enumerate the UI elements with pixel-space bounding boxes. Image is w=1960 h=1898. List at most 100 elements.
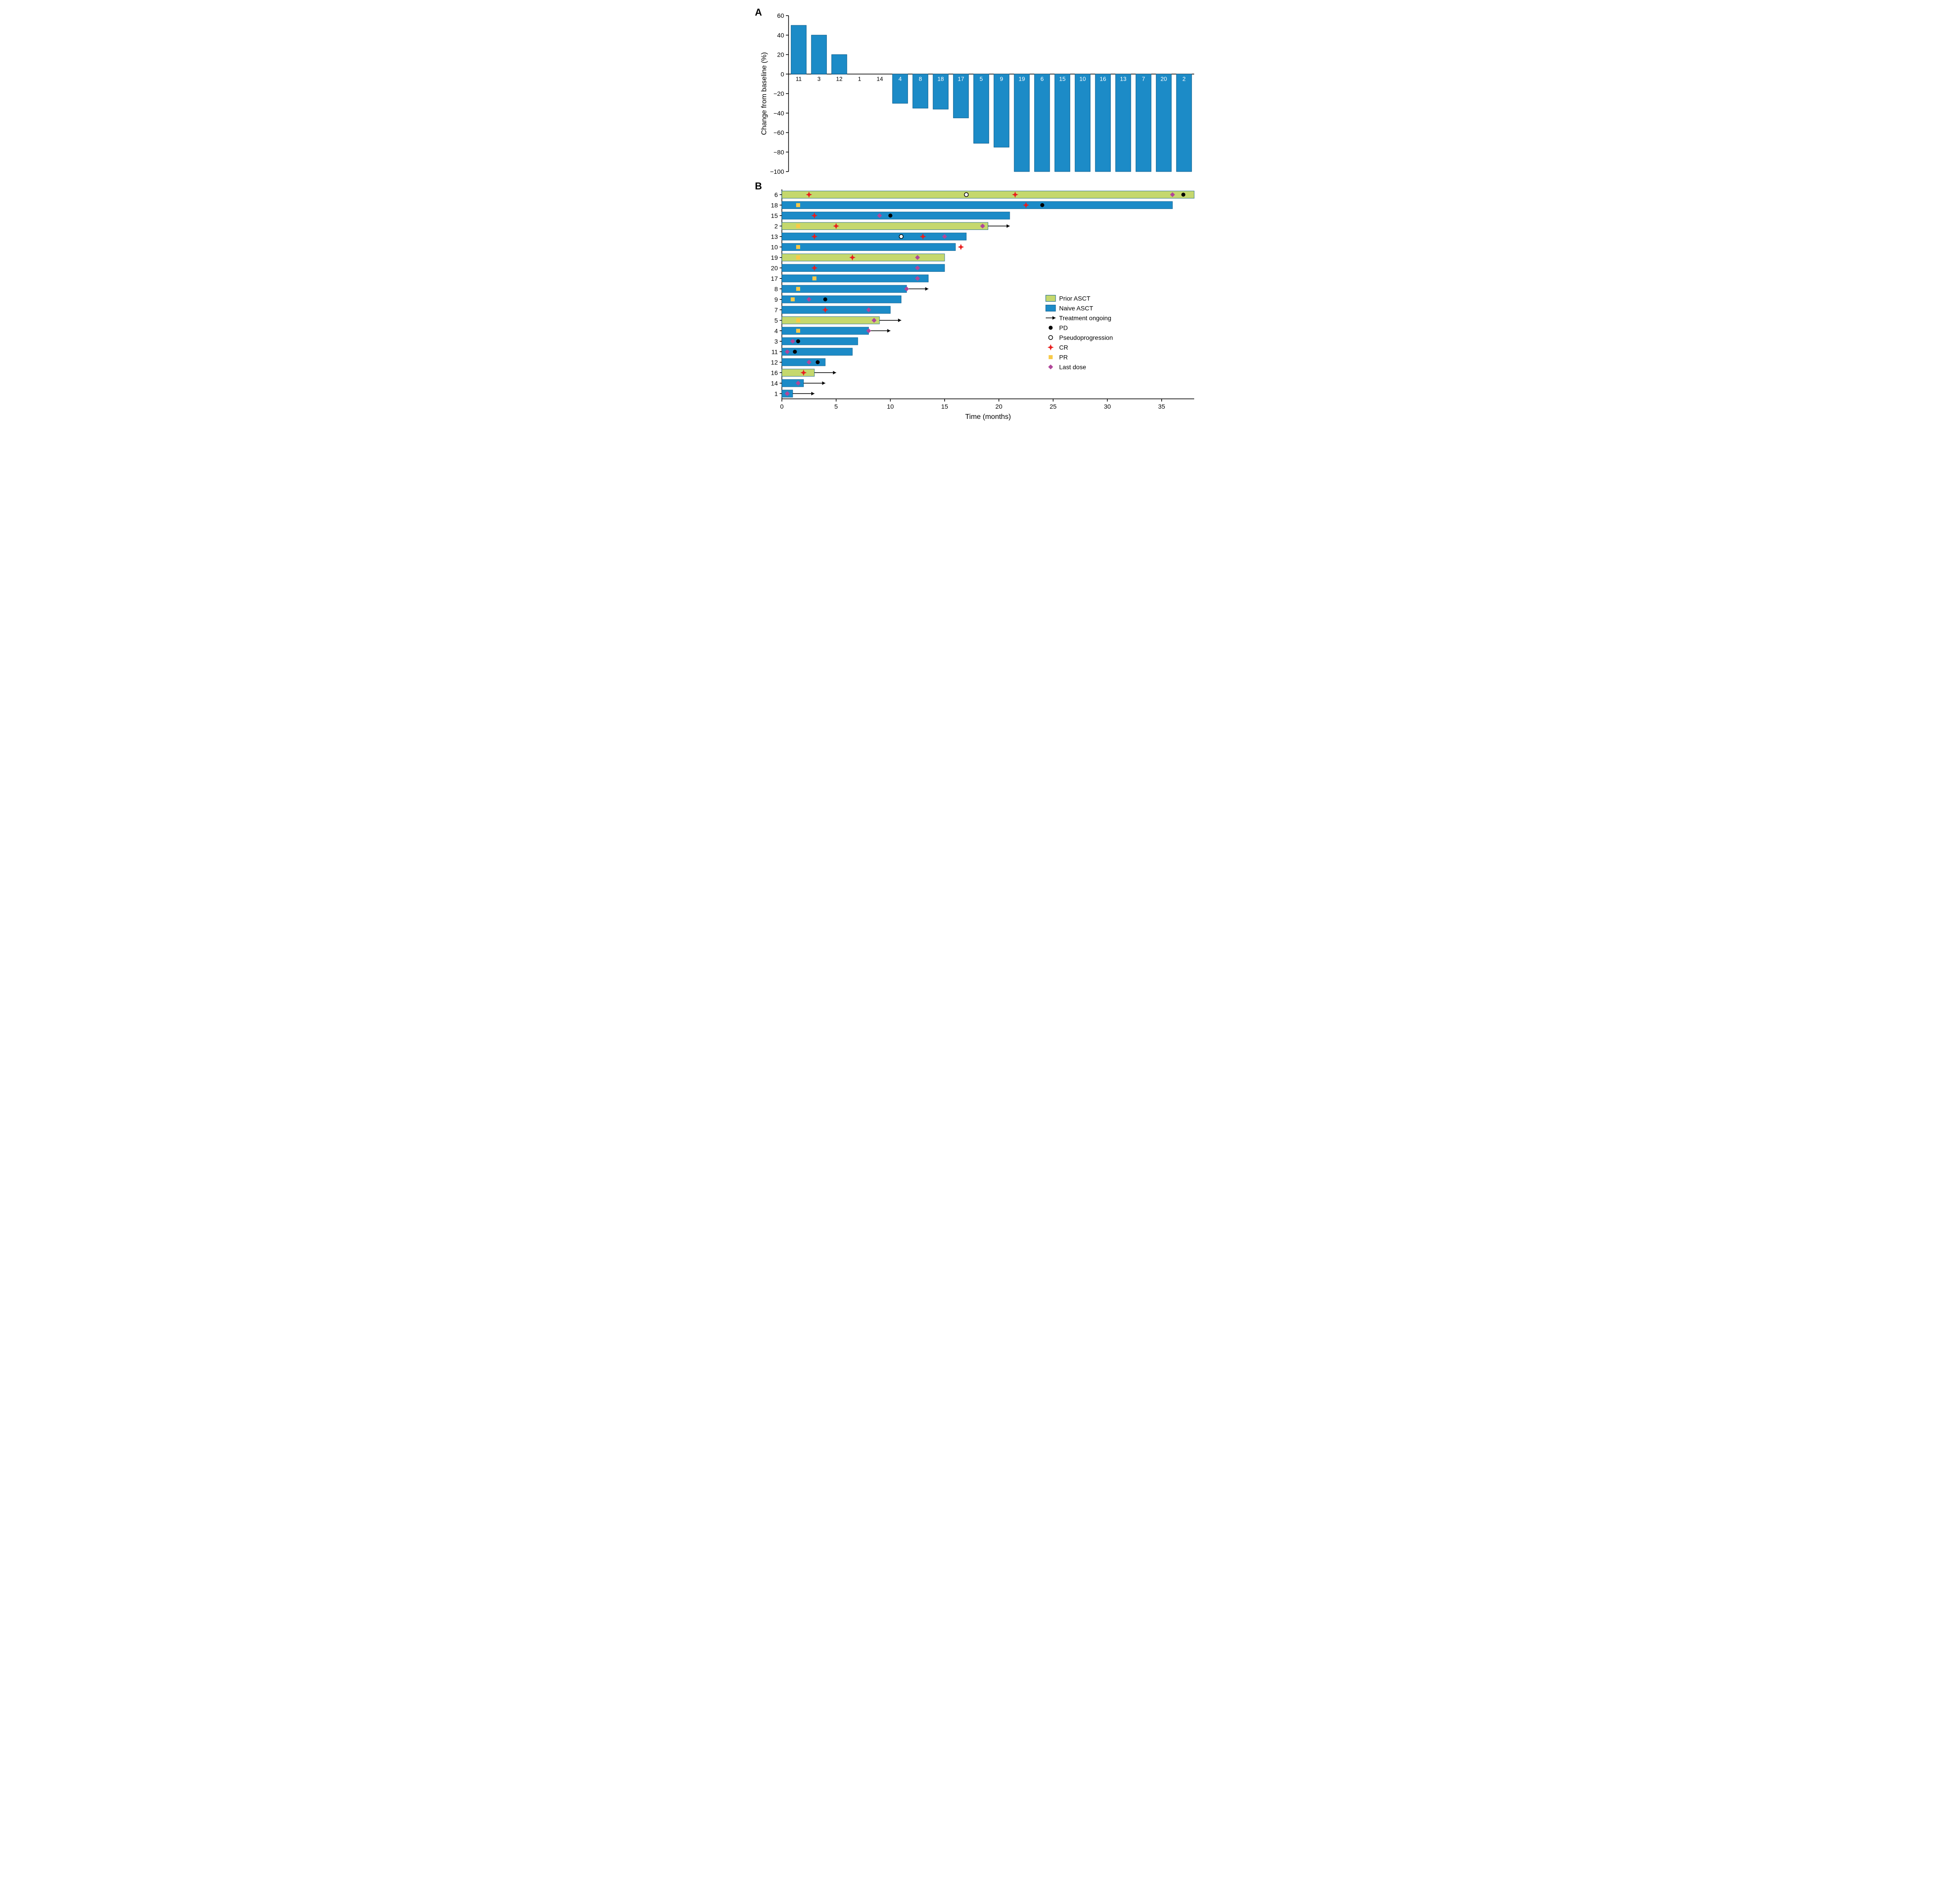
svg-text:0: 0: [781, 70, 784, 78]
pd-marker: [1181, 193, 1185, 197]
swimmer-bar: [782, 243, 955, 250]
bar-id-label: 14: [876, 75, 883, 82]
row-id-label: 7: [774, 306, 778, 313]
bar-id-label: 15: [1059, 75, 1065, 82]
bar-id-label: 20: [1160, 75, 1167, 82]
swimmer-bar: [782, 306, 890, 313]
svg-text:PD: PD: [1059, 324, 1068, 331]
svg-text:20: 20: [995, 403, 1003, 410]
row-id-label: 3: [774, 338, 778, 345]
bar-id-label: 9: [1000, 75, 1003, 82]
svg-text:−40: −40: [773, 110, 784, 117]
legend-pd: PD: [1048, 324, 1068, 331]
pd-marker: [823, 297, 827, 301]
bar: [1156, 74, 1171, 172]
pseudoprogression-marker: [899, 234, 903, 238]
panel-b-label: B: [755, 180, 762, 192]
pr-marker: [796, 203, 800, 207]
bar: [974, 74, 989, 143]
row-id-label: 12: [771, 359, 778, 366]
legend-last-dose: Last dose: [1048, 363, 1086, 370]
svg-text:25: 25: [1049, 403, 1056, 410]
bar-id-label: 5: [979, 75, 982, 82]
bar-id-label: 8: [919, 75, 922, 82]
svg-text:Change from baseline (%): Change from baseline (%): [760, 52, 768, 135]
legend-naive-asct: Naive ASCT: [1046, 304, 1093, 312]
bar: [831, 55, 846, 74]
svg-text:15: 15: [941, 403, 948, 410]
bar-id-label: 13: [1120, 75, 1126, 82]
row-id-label: 13: [771, 233, 778, 240]
row-id-label: 9: [774, 296, 778, 303]
bar: [1095, 74, 1110, 172]
pd-marker: [793, 350, 797, 354]
bar-id-label: 4: [898, 75, 901, 82]
panel-a-label: A: [755, 7, 762, 18]
svg-text:Last dose: Last dose: [1059, 363, 1086, 370]
svg-text:20: 20: [777, 51, 784, 58]
row-id-label: 2: [774, 222, 778, 230]
bar: [1136, 74, 1151, 172]
panel-a: A −100−80−60−40−200204060Change from bas…: [757, 9, 1203, 178]
bar: [1176, 74, 1192, 172]
bar-id-label: 19: [1019, 75, 1025, 82]
row-id-label: 16: [771, 369, 778, 376]
swimmer-bar: [782, 264, 945, 271]
bar-id-label: 16: [1100, 75, 1106, 82]
bar: [1014, 74, 1029, 172]
waterfall-chart: −100−80−60−40−200204060Change from basel…: [757, 9, 1203, 178]
swimmer-bar: [782, 348, 852, 355]
pr-marker: [796, 318, 800, 322]
bar-id-label: 6: [1040, 75, 1044, 82]
bar-id-label: 11: [796, 75, 802, 82]
swimmer-bar: [782, 296, 901, 303]
swimmer-chart: 05101520253035Time (months)6181521310192…: [757, 183, 1203, 423]
row-id-label: 4: [774, 327, 778, 334]
legend-pseudo: Pseudoprogression: [1048, 334, 1113, 341]
bar: [994, 74, 1009, 147]
bar-id-label: 3: [817, 75, 820, 82]
svg-text:5: 5: [834, 403, 838, 410]
row-id-label: 8: [774, 285, 778, 292]
bar-id-label: 17: [957, 75, 964, 82]
bar-id-label: 1: [858, 75, 861, 82]
pr-marker: [796, 255, 800, 259]
svg-text:Treatment ongoing: Treatment ongoing: [1059, 314, 1111, 321]
bar-id-label: 12: [836, 75, 842, 82]
pd-marker: [796, 339, 800, 343]
row-id-label: 5: [774, 317, 778, 324]
row-id-label: 6: [774, 191, 778, 198]
pr-marker: [796, 245, 800, 249]
bar: [1115, 74, 1130, 172]
figure: A −100−80−60−40−200204060Change from bas…: [757, 9, 1203, 423]
swimmer-bar: [782, 201, 1172, 209]
swimmer-bar: [782, 191, 1194, 198]
row-id-label: 11: [771, 348, 778, 355]
bar: [1075, 74, 1090, 172]
pr-marker: [796, 287, 800, 291]
svg-text:CR: CR: [1059, 344, 1068, 351]
bar: [811, 35, 826, 74]
svg-text:30: 30: [1104, 403, 1111, 410]
svg-text:−60: −60: [773, 129, 784, 136]
swimmer-bar: [782, 327, 869, 334]
bar-id-label: 7: [1142, 75, 1145, 82]
row-id-label: 17: [771, 275, 778, 282]
legend-ongoing: Treatment ongoing: [1046, 314, 1111, 321]
svg-text:−80: −80: [773, 148, 784, 156]
pr-marker: [796, 329, 800, 333]
svg-text:−20: −20: [773, 90, 784, 97]
row-id-label: 15: [771, 212, 778, 219]
pr-marker: [790, 297, 794, 301]
cr-marker: [957, 244, 964, 250]
row-id-label: 14: [771, 380, 778, 387]
svg-text:Pseudoprogression: Pseudoprogression: [1059, 334, 1113, 341]
pd-marker: [1040, 203, 1044, 207]
pr-marker: [796, 224, 800, 228]
bar: [1034, 74, 1049, 172]
svg-text:Time (months): Time (months): [965, 413, 1011, 421]
swimmer-bar: [782, 233, 966, 240]
legend-prior-asct: Prior ASCT: [1046, 295, 1090, 302]
swimmer-bar: [782, 369, 814, 376]
pr-marker: [812, 276, 816, 280]
